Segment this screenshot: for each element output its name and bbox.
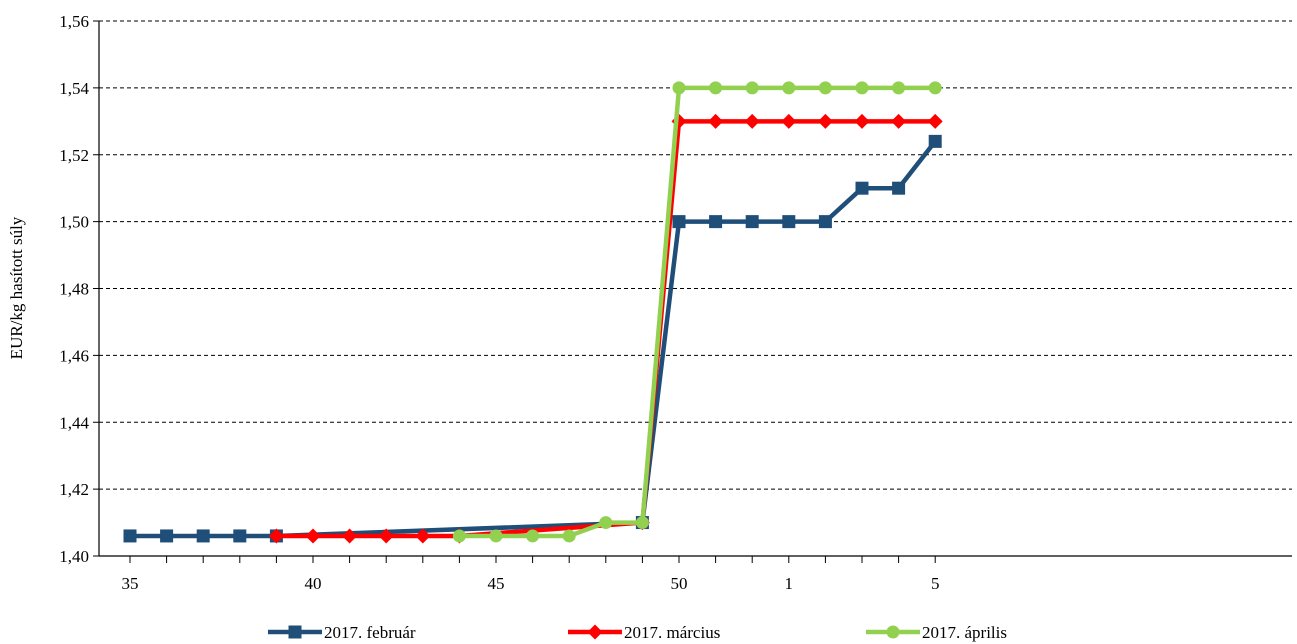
axes	[93, 20, 1292, 563]
x-tick-label: 40	[305, 574, 322, 593]
data-point	[782, 81, 796, 95]
y-tick-label: 1,40	[59, 547, 89, 566]
legend-label: 2017. március	[624, 623, 720, 642]
x-tick-label: 45	[488, 574, 505, 593]
data-point	[123, 529, 137, 543]
series-line	[276, 119, 936, 539]
data-point	[233, 529, 247, 543]
data-point	[672, 81, 686, 95]
legend: 2017. február 2017. március 2017. április	[268, 623, 1007, 642]
data-point	[744, 113, 760, 129]
data-point	[305, 528, 321, 544]
gridlines	[99, 20, 1292, 490]
y-tick-label: 1,44	[59, 413, 89, 432]
x-tick-label: 50	[671, 574, 688, 593]
y-tick-label: 1,54	[59, 79, 89, 98]
data-point	[927, 113, 943, 129]
data-point	[489, 529, 503, 543]
x-tick-label: 1	[785, 574, 794, 593]
data-point	[818, 215, 832, 229]
data-point	[160, 529, 174, 543]
data-point	[891, 113, 907, 129]
y-tick-label: 1,56	[59, 12, 89, 31]
y-tick-label: 1,42	[59, 480, 89, 499]
data-point	[342, 528, 358, 544]
y-tick-label: 1,48	[59, 280, 89, 299]
data-point	[782, 215, 796, 229]
legend-label: 2017. február	[324, 623, 416, 642]
data-point	[268, 528, 284, 544]
data-point	[886, 625, 900, 639]
data-point	[928, 81, 942, 95]
data-point	[745, 215, 759, 229]
data-point	[854, 113, 870, 129]
y-tick-label: 1,46	[59, 346, 89, 365]
legend-label: 2017. április	[922, 623, 1007, 642]
series-1	[123, 134, 942, 543]
data-point	[818, 81, 832, 95]
data-point	[709, 215, 723, 229]
y-axis-title: EUR/kg hasított súly	[7, 216, 26, 359]
data-point	[709, 81, 723, 95]
data-point	[452, 529, 466, 543]
legend-item: 2017. február	[268, 623, 416, 642]
data-point	[855, 181, 869, 195]
legend-item: 2017. április	[866, 623, 1007, 642]
x-tick-labels: 35 40 45 50 1 5	[122, 574, 940, 593]
x-tick-label: 5	[931, 574, 940, 593]
data-point	[928, 134, 942, 148]
series-2	[268, 113, 943, 544]
data-point	[745, 81, 759, 95]
data-point	[587, 624, 603, 640]
y-tick-label: 1,50	[59, 213, 89, 232]
data-point	[708, 113, 724, 129]
data-point	[288, 625, 302, 639]
data-point	[635, 516, 649, 530]
series-3	[452, 81, 942, 543]
data-point	[562, 529, 576, 543]
data-point	[781, 113, 797, 129]
data-point	[672, 215, 686, 229]
data-point	[196, 529, 210, 543]
data-point	[378, 528, 394, 544]
data-point	[855, 81, 869, 95]
series-group	[123, 81, 943, 544]
x-tick-label: 35	[122, 574, 139, 593]
data-point	[817, 113, 833, 129]
series-line	[130, 139, 937, 539]
y-tick-labels: 1,40 1,42 1,44 1,46 1,48 1,50 1,52 1,54 1,56	[59, 12, 89, 566]
data-point	[415, 528, 431, 544]
data-point	[599, 516, 613, 530]
data-point	[892, 81, 906, 95]
data-point	[526, 529, 540, 543]
legend-item: 2017. március	[568, 623, 720, 642]
data-point	[892, 181, 906, 195]
y-tick-label: 1,52	[59, 146, 89, 165]
